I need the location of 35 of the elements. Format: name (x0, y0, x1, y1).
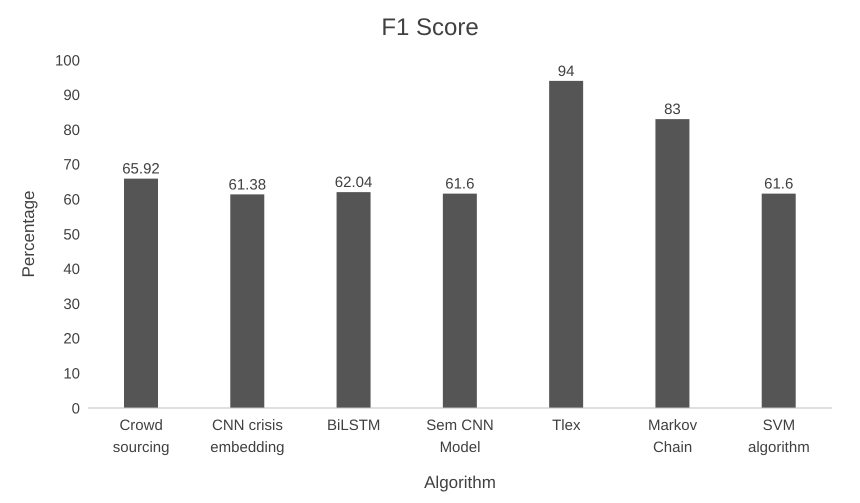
y-tick-label: 10 (63, 366, 80, 383)
bar (762, 194, 796, 408)
y-tick-label: 80 (63, 122, 80, 139)
y-tick-label: 100 (54, 52, 80, 70)
x-axis-title: Algorithm (424, 473, 496, 492)
data-label: 65.92 (122, 160, 160, 178)
data-label: 62.04 (334, 174, 372, 192)
x-tick-label: CNN crisis embedding (210, 417, 285, 456)
data-label: 61.38 (228, 176, 266, 194)
x-tick-label: Crowd sourcing (112, 417, 170, 456)
y-tick-label: 0 (72, 400, 80, 418)
x-tick-label: Markov Chain (648, 417, 698, 456)
data-label: 61.6 (445, 176, 474, 193)
data-label: 83 (664, 101, 681, 118)
y-tick-label: 30 (63, 296, 80, 313)
x-tick-label: Tlex (552, 417, 581, 434)
y-tick-label: 20 (63, 330, 80, 348)
data-label: 94 (558, 62, 574, 80)
bar (549, 80, 584, 408)
y-tick-label: 40 (63, 261, 80, 278)
y-tick-label: 90 (63, 87, 80, 104)
chart-title: F1 Score (380, 13, 480, 43)
bar (336, 192, 371, 408)
y-tick-label: 70 (63, 156, 80, 174)
y-tick-label: 50 (63, 226, 80, 244)
bar (655, 119, 690, 408)
y-axis-title: Percentage (19, 190, 38, 278)
bar (124, 178, 158, 408)
bar (230, 194, 264, 408)
x-tick-label: SVM algorithm (748, 417, 810, 456)
data-label: 61.6 (764, 176, 794, 193)
x-tick-label: BiLSTM (327, 417, 380, 434)
x-tick-label: Sem CNN Model (426, 417, 494, 456)
y-tick-label: 60 (63, 192, 80, 209)
bar (442, 194, 477, 408)
